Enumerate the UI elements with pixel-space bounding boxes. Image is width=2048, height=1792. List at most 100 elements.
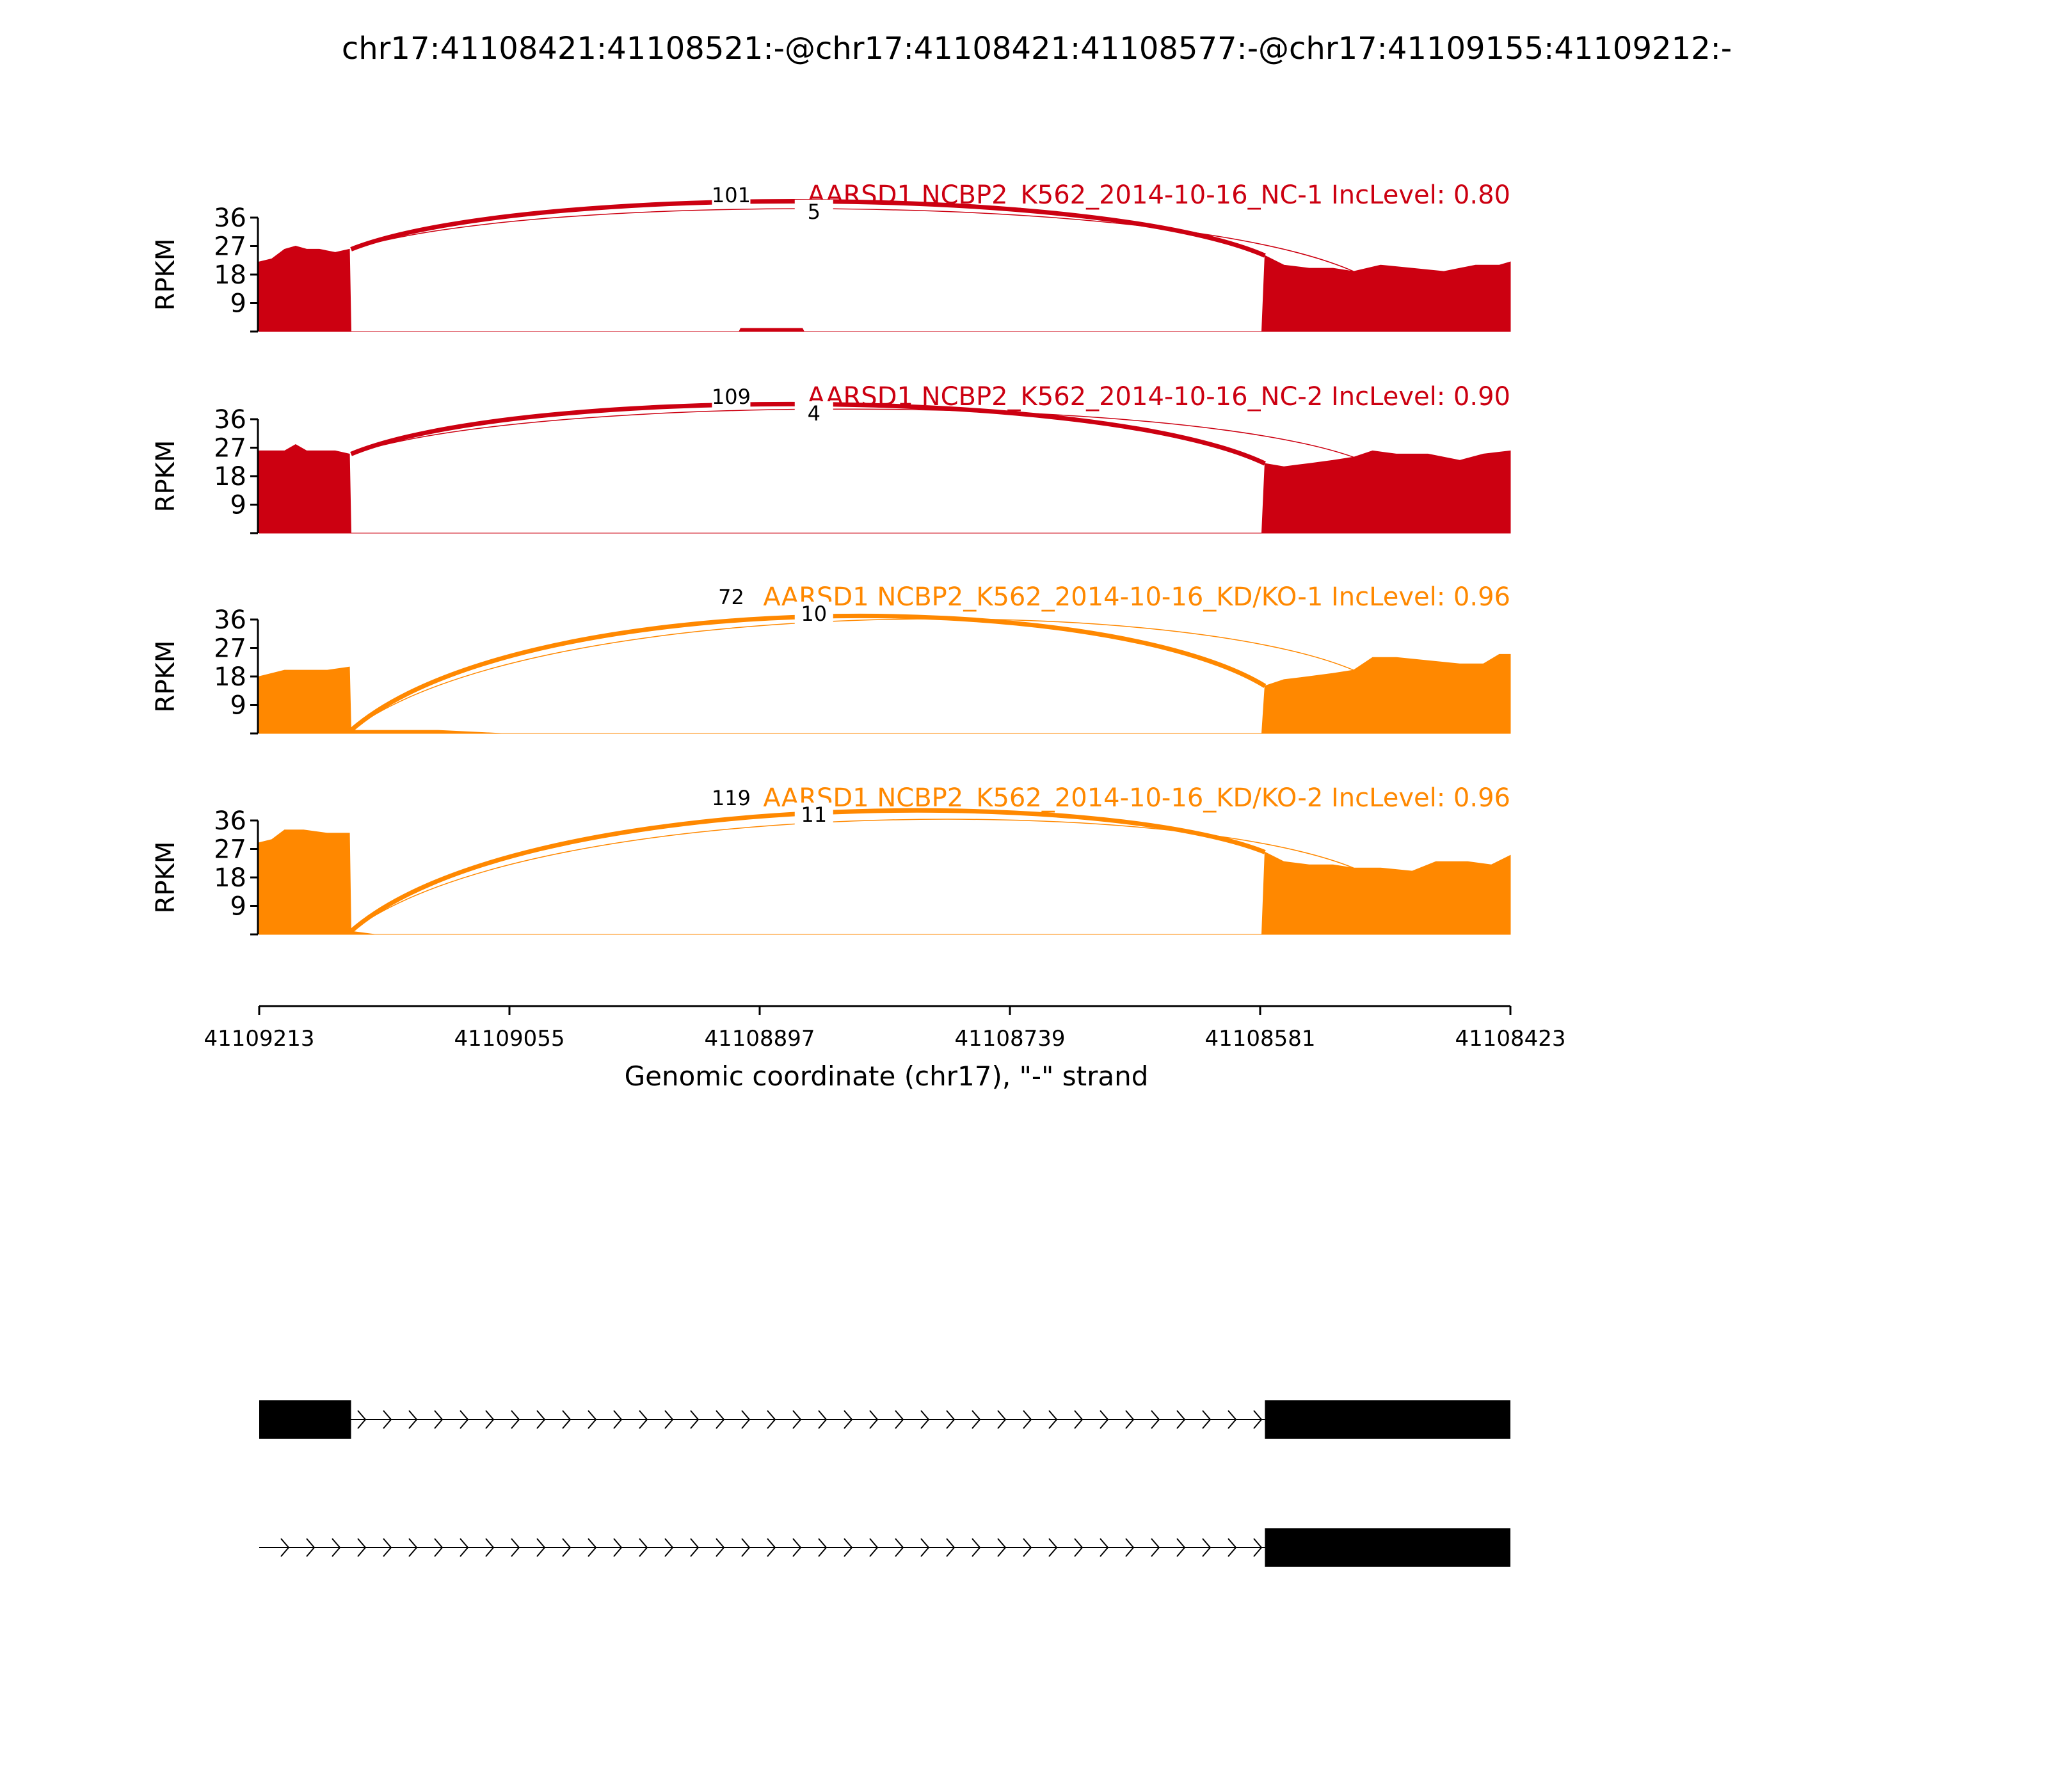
junction-read-count: 4 [808,401,820,426]
strand-arrow [562,1410,572,1429]
strand-arrow [536,1538,546,1557]
junction-arc [349,613,1267,732]
strand-arrow [1074,1410,1084,1429]
exon-block [259,1400,351,1439]
strand-arrow [844,1538,853,1557]
junction-read-count: 5 [808,200,820,224]
strand-arrow [306,1538,316,1557]
x-tick-label: 41108739 [954,1026,1065,1052]
strand-arrow [460,1538,469,1557]
strand-arrow [383,1538,392,1557]
junction-label-bg [712,385,751,408]
strand-arrow [1176,1410,1186,1429]
strand-arrow [536,1410,546,1429]
strand-arrow [869,1538,879,1557]
strand-arrow [639,1410,648,1429]
junction-read-count: 10 [801,602,827,626]
strand-arrow [562,1538,572,1557]
y-tick-label: 18 [214,863,246,893]
strand-arrow [1228,1410,1237,1429]
gene-structure [259,1400,1510,1567]
junction-arc [351,618,1354,731]
strand-arrow [792,1538,802,1557]
strand-arrow [357,1538,367,1557]
x-tick-label: 41108897 [704,1026,815,1052]
strand-arrow [588,1410,597,1429]
y-tick-label: 18 [214,462,246,492]
y-tick-label: 9 [230,691,246,721]
strand-arrow [716,1410,725,1429]
x-tick-label: 41108423 [1455,1026,1565,1052]
strand-arrow [946,1410,956,1429]
junction-label-bg [712,585,751,608]
y-axis-label: RPKM [151,842,180,914]
strand-arrow [511,1538,520,1557]
strand-arrow [357,1410,367,1429]
y-tick-label: 27 [214,634,246,664]
strand-arrow [997,1538,1007,1557]
strand-arrow [716,1538,725,1557]
strand-arrow [1023,1538,1032,1557]
y-axis-label: RPKM [151,641,180,713]
exon-block [1265,1528,1510,1567]
strand-arrow [280,1538,290,1557]
strand-arrow [895,1410,904,1429]
strand-arrow [792,1410,802,1429]
isoform-2 [259,1528,1510,1567]
strand-arrow [1228,1538,1237,1557]
strand-arrow [767,1410,776,1429]
strand-arrow [997,1410,1007,1429]
junction-label-bg [712,786,751,809]
y-tick-label: 27 [214,835,246,865]
y-tick-label: 36 [214,204,246,233]
y-tick-label: 36 [214,405,246,435]
junction-read-count: 109 [712,385,751,409]
junction-read-count: 72 [718,585,744,609]
junction-arc [351,208,1354,272]
strand-arrow [1253,1538,1263,1557]
strand-arrow [920,1410,930,1429]
strand-arrow [1151,1410,1160,1429]
strand-arrow [460,1410,469,1429]
strand-arrow [972,1410,981,1429]
strand-arrow [434,1538,444,1557]
track-title: AARSD1 NCBP2_K562_2014-10-16_KD/KO-1 Inc… [763,582,1510,612]
strand-arrow [1100,1538,1109,1557]
strand-arrow [895,1538,904,1557]
strand-arrow [1074,1538,1084,1557]
junction-arc [351,408,1354,458]
strand-arrow [664,1410,674,1429]
strand-arrow [741,1410,751,1429]
y-tick-label: 18 [214,260,246,290]
strand-arrow [588,1538,597,1557]
y-tick-label: 9 [230,289,246,319]
x-tick-label: 41109055 [454,1026,564,1052]
y-tick-label: 9 [230,892,246,922]
strand-arrow [1125,1410,1135,1429]
y-tick-label: 18 [214,662,246,692]
strand-arrow [1202,1538,1212,1557]
strand-arrow [869,1410,879,1429]
coverage-area [259,245,1511,332]
coverage-area [259,653,1511,734]
y-tick-label: 27 [214,232,246,262]
strand-arrow [1100,1410,1109,1429]
strand-arrow [818,1410,828,1429]
strand-arrow [690,1538,700,1557]
y-axis-label: RPKM [151,440,180,513]
junction-read-count: 119 [712,786,751,810]
strand-arrow [664,1538,674,1557]
x-tick-label: 41108581 [1204,1026,1315,1052]
track-title: AARSD1 NCBP2_K562_2014-10-16_KD/KO-2 Inc… [763,783,1510,813]
isoform-1 [259,1400,1510,1439]
x-tick-label: 41109213 [204,1026,314,1052]
y-tick-label: 36 [214,806,246,836]
x-axis-label: Genomic coordinate (chr17), "-" strand [625,1060,1149,1092]
strand-arrow [613,1538,623,1557]
strand-arrow [332,1538,341,1557]
